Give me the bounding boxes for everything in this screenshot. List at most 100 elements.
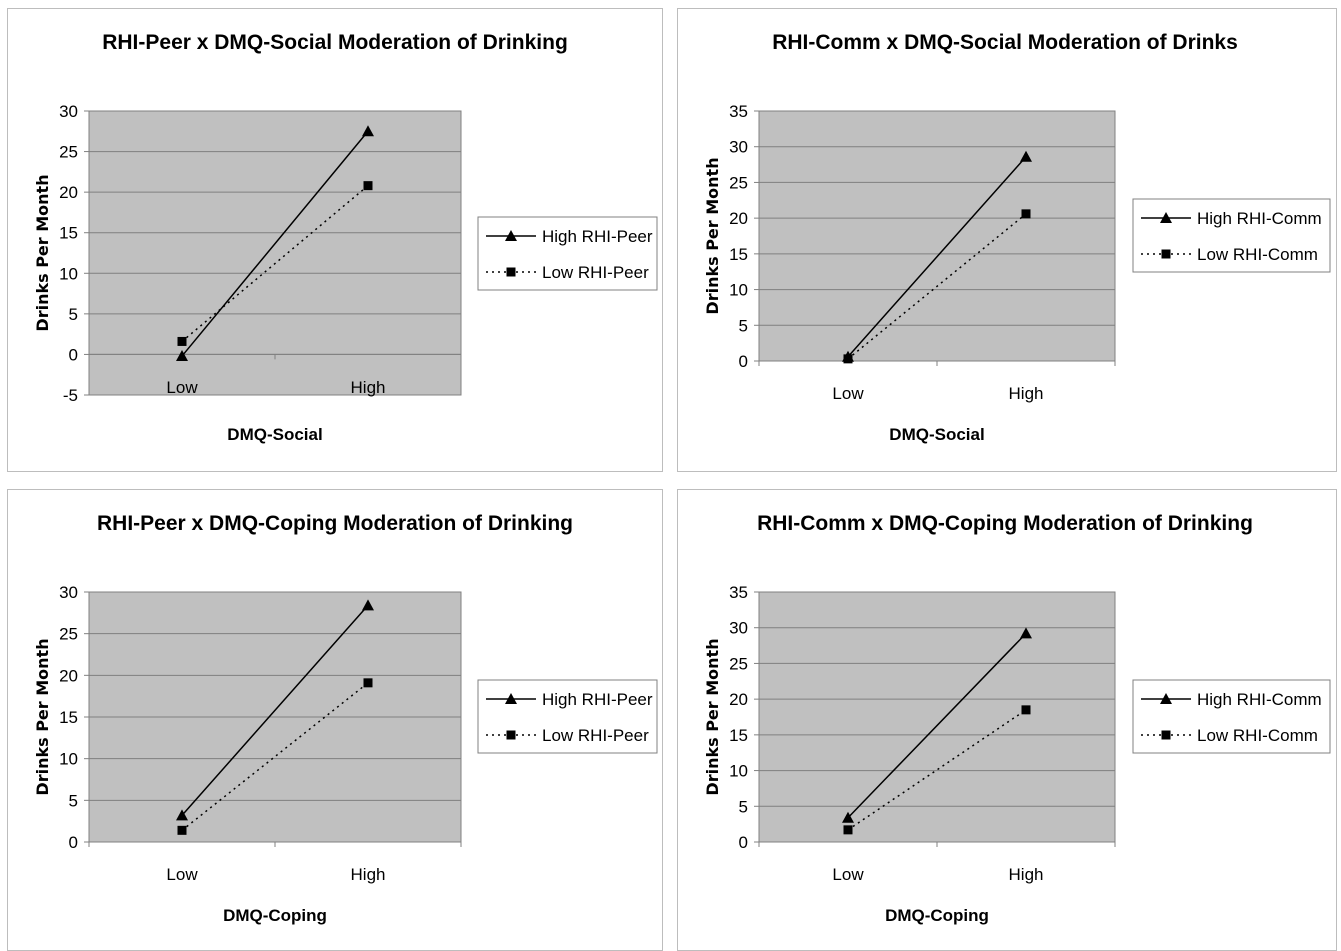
y-tick-label: 0 <box>739 352 748 371</box>
y-tick-label: 20 <box>59 666 78 685</box>
y-tick-label: 15 <box>59 708 78 727</box>
legend-label: Low RHI-Peer <box>542 726 649 745</box>
y-axis-label: Drinks Per Month <box>33 174 52 331</box>
x-axis-label: DMQ-Social <box>889 425 984 444</box>
y-tick-label: 10 <box>729 281 748 300</box>
series-line <box>181 130 369 357</box>
plot-area <box>758 110 1116 362</box>
legend-marker <box>1160 693 1172 704</box>
legend-box <box>1132 198 1331 273</box>
legend-label: Low RHI-Comm <box>1197 245 1318 264</box>
y-tick-label: 10 <box>729 762 748 781</box>
data-point <box>843 354 853 364</box>
y-tick-label: 30 <box>59 583 78 602</box>
chart-panel-peer-social: RHI-Peer x DMQ-Social Moderation of Drin… <box>7 8 663 472</box>
series-line <box>181 604 369 816</box>
y-tick-label: 20 <box>59 183 78 202</box>
y-tick-label: 15 <box>729 245 748 264</box>
data-point <box>176 350 188 362</box>
y-tick-label: 20 <box>729 690 748 709</box>
data-point <box>1021 209 1031 219</box>
y-tick-label: 10 <box>59 750 78 769</box>
legend-label: High RHI-Peer <box>542 690 653 709</box>
data-point <box>176 809 188 821</box>
x-tick-label: Low <box>832 384 864 403</box>
series-line <box>181 185 369 343</box>
data-point <box>843 825 853 835</box>
chart-title: RHI-Comm x DMQ-Coping Moderation of Drin… <box>757 512 1253 535</box>
legend-marker <box>505 693 517 704</box>
chart-panel-comm-social: RHI-Comm x DMQ-Social Moderation of Drin… <box>677 8 1337 472</box>
y-tick-label: -5 <box>63 386 78 405</box>
data-point <box>177 336 187 346</box>
data-point <box>842 811 854 823</box>
data-point <box>363 181 373 191</box>
y-tick-label: 15 <box>729 726 748 745</box>
y-axis-label: Drinks Per Month <box>33 638 52 795</box>
data-point <box>363 678 373 688</box>
y-tick-label: 0 <box>739 833 748 852</box>
legend-marker <box>505 230 517 241</box>
legend-label: High RHI-Comm <box>1197 209 1322 228</box>
y-tick-label: 5 <box>739 316 748 335</box>
plot-area <box>758 591 1116 843</box>
x-axis-label: DMQ-Coping <box>885 906 989 925</box>
y-axis-label: Drinks Per Month <box>703 638 722 795</box>
legend-marker <box>506 267 516 277</box>
y-tick-label: 0 <box>69 833 78 852</box>
x-tick-label: Low <box>166 378 198 397</box>
legend-marker <box>506 730 516 740</box>
y-axis-label: Drinks Per Month <box>703 157 722 314</box>
y-tick-label: 5 <box>69 791 78 810</box>
x-tick-label: Low <box>832 865 864 884</box>
x-tick-label: Low <box>166 865 198 884</box>
y-tick-label: 5 <box>739 797 748 816</box>
y-tick-label: 25 <box>59 625 78 644</box>
chart-title: RHI-Peer x DMQ-Coping Moderation of Drin… <box>97 512 573 535</box>
legend-label: High RHI-Peer <box>542 227 653 246</box>
y-tick-label: 35 <box>729 102 748 121</box>
chart-title: RHI-Peer x DMQ-Social Moderation of Drin… <box>102 31 568 54</box>
data-point <box>177 825 187 835</box>
y-tick-label: 25 <box>729 654 748 673</box>
y-tick-label: 20 <box>729 209 748 228</box>
chart-title: RHI-Comm x DMQ-Social Moderation of Drin… <box>772 31 1238 54</box>
y-tick-label: 30 <box>729 138 748 157</box>
x-axis-label: DMQ-Social <box>227 425 322 444</box>
x-tick-label: High <box>1009 384 1044 403</box>
y-tick-label: 35 <box>729 583 748 602</box>
chart-svg: RHI-Comm x DMQ-Coping Moderation of Drin… <box>703 512 1331 925</box>
data-point <box>1020 627 1032 639</box>
legend-marker <box>1161 249 1171 259</box>
data-point <box>362 125 374 137</box>
series-line <box>847 156 1027 358</box>
x-tick-label: High <box>351 378 386 397</box>
legend-box <box>477 216 658 291</box>
data-point <box>362 599 374 611</box>
chart-panel-peer-coping: RHI-Peer x DMQ-Coping Moderation of Drin… <box>7 489 663 951</box>
y-tick-label: 25 <box>729 173 748 192</box>
legend-box <box>477 679 658 754</box>
chart-svg: RHI-Peer x DMQ-Coping Moderation of Drin… <box>33 512 658 925</box>
legend-label: Low RHI-Peer <box>542 263 649 282</box>
chart-panel-comm-coping: RHI-Comm x DMQ-Coping Moderation of Drin… <box>677 489 1337 951</box>
x-tick-label: High <box>351 865 386 884</box>
legend-marker <box>1161 730 1171 740</box>
y-tick-label: 30 <box>59 102 78 121</box>
legend-label: Low RHI-Comm <box>1197 726 1318 745</box>
legend-marker <box>1160 212 1172 223</box>
chart-svg: RHI-Peer x DMQ-Social Moderation of Drin… <box>33 31 658 444</box>
chart-svg: RHI-Comm x DMQ-Social Moderation of Drin… <box>703 31 1331 444</box>
data-point <box>1021 705 1031 715</box>
x-axis-label: DMQ-Coping <box>223 906 327 925</box>
series-line <box>847 632 1027 819</box>
y-tick-label: 15 <box>59 224 78 243</box>
plot-area <box>88 110 462 396</box>
y-tick-label: 0 <box>69 345 78 364</box>
y-tick-label: 30 <box>729 619 748 638</box>
legend-label: High RHI-Comm <box>1197 690 1322 709</box>
data-point <box>1020 150 1032 162</box>
series-line <box>847 213 1027 360</box>
y-tick-label: 5 <box>69 305 78 324</box>
y-tick-label: 10 <box>59 264 78 283</box>
